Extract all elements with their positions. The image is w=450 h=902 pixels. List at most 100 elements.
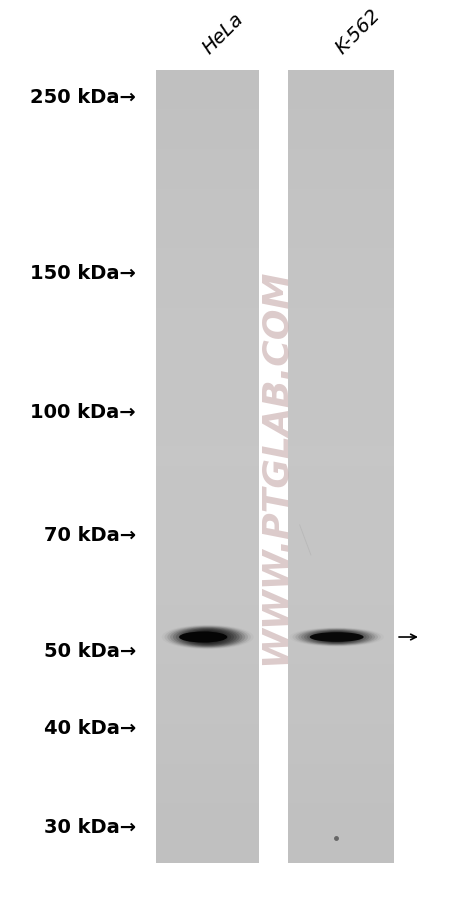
Bar <box>288 70 394 90</box>
Bar <box>288 348 394 368</box>
Text: 250 kDa→: 250 kDa→ <box>30 87 136 106</box>
Ellipse shape <box>289 628 384 647</box>
Bar <box>288 130 394 150</box>
Bar <box>288 704 394 724</box>
Bar <box>156 546 259 566</box>
Ellipse shape <box>327 633 346 641</box>
Bar <box>288 110 394 130</box>
Text: K-562: K-562 <box>332 5 384 58</box>
Ellipse shape <box>315 631 358 643</box>
Bar <box>156 427 259 446</box>
Ellipse shape <box>190 630 225 644</box>
Ellipse shape <box>162 625 254 649</box>
Bar <box>288 189 394 209</box>
Ellipse shape <box>301 630 372 645</box>
Bar <box>156 328 259 348</box>
Bar <box>156 506 259 526</box>
Bar <box>288 585 394 605</box>
Ellipse shape <box>179 631 227 643</box>
Ellipse shape <box>193 631 223 643</box>
Bar <box>288 546 394 566</box>
Bar <box>156 110 259 130</box>
Bar <box>288 328 394 348</box>
Bar <box>288 784 394 804</box>
Bar <box>156 407 259 427</box>
Bar <box>288 70 394 863</box>
Bar <box>156 486 259 506</box>
Text: WWW.PTGLAB.COM: WWW.PTGLAB.COM <box>258 269 292 665</box>
Bar <box>156 446 259 466</box>
Ellipse shape <box>292 628 381 647</box>
Bar <box>156 308 259 328</box>
Bar <box>288 764 394 784</box>
Bar <box>288 526 394 546</box>
Bar <box>156 70 259 90</box>
Bar <box>288 407 394 427</box>
Bar <box>288 605 394 625</box>
Bar <box>288 308 394 328</box>
Ellipse shape <box>307 630 366 644</box>
Bar <box>288 209 394 229</box>
Bar <box>156 466 259 486</box>
Ellipse shape <box>198 632 217 642</box>
Bar <box>156 526 259 546</box>
Text: 30 kDa→: 30 kDa→ <box>44 817 136 836</box>
Bar <box>156 704 259 724</box>
Bar <box>156 170 259 189</box>
Bar <box>288 685 394 704</box>
Bar <box>156 348 259 368</box>
Bar <box>156 229 259 249</box>
Bar <box>288 427 394 446</box>
Bar <box>156 605 259 625</box>
Bar <box>156 764 259 784</box>
Text: HeLa: HeLa <box>199 9 247 58</box>
Ellipse shape <box>170 627 245 648</box>
Ellipse shape <box>167 626 248 649</box>
Bar <box>288 566 394 585</box>
Ellipse shape <box>304 630 369 645</box>
Bar <box>288 744 394 764</box>
Ellipse shape <box>321 632 352 642</box>
Bar <box>156 645 259 665</box>
Bar <box>156 209 259 229</box>
Bar <box>156 566 259 585</box>
Bar <box>156 685 259 704</box>
Bar <box>288 388 394 407</box>
Bar <box>156 724 259 744</box>
Text: 50 kDa→: 50 kDa→ <box>44 641 136 660</box>
Ellipse shape <box>173 627 243 648</box>
Ellipse shape <box>298 629 375 646</box>
Bar <box>288 249 394 269</box>
Ellipse shape <box>176 628 239 647</box>
Ellipse shape <box>201 633 214 642</box>
Ellipse shape <box>324 633 349 641</box>
Ellipse shape <box>330 634 343 640</box>
Bar <box>288 665 394 685</box>
Bar <box>156 368 259 388</box>
Ellipse shape <box>310 630 364 644</box>
Ellipse shape <box>295 629 378 646</box>
Text: 150 kDa→: 150 kDa→ <box>30 263 136 282</box>
Bar <box>288 90 394 110</box>
Bar <box>288 843 394 863</box>
Bar <box>288 824 394 843</box>
Bar <box>156 804 259 824</box>
Bar <box>156 90 259 110</box>
Text: 40 kDa→: 40 kDa→ <box>44 718 136 737</box>
Bar <box>288 804 394 824</box>
Bar <box>156 625 259 645</box>
Bar <box>288 466 394 486</box>
Bar <box>288 645 394 665</box>
Bar <box>288 269 394 289</box>
Bar <box>156 824 259 843</box>
Ellipse shape <box>165 626 251 649</box>
Ellipse shape <box>187 630 228 645</box>
Bar <box>156 269 259 289</box>
Ellipse shape <box>184 630 231 645</box>
Ellipse shape <box>313 631 361 643</box>
Bar <box>156 249 259 269</box>
Bar <box>288 368 394 388</box>
Bar <box>288 724 394 744</box>
Bar <box>156 70 259 863</box>
Bar <box>156 388 259 407</box>
